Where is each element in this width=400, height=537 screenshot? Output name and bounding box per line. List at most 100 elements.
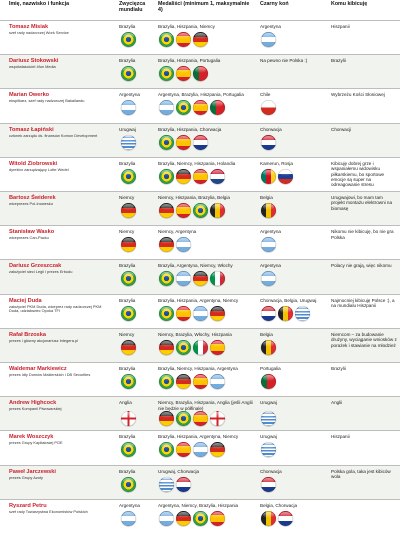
table-row: Stanisław Wasko wiceprezes Can-Packu Niemc…	[0, 225, 400, 260]
flag-argentyna-icon	[159, 510, 174, 526]
person-role: dyrektor zarządzający Lotte Wedel	[9, 166, 69, 172]
winner-text: Anglia	[119, 400, 132, 406]
person-name: Rafał Brzoska	[9, 331, 46, 338]
flag-urugwaj-icon	[121, 134, 136, 150]
table-row: Tomasz Łapiński członek zarządu ds. finan…	[0, 122, 400, 158]
flag-shine	[212, 412, 223, 419]
flag-shine	[195, 204, 206, 210]
medalists-text: Brazylia, Niemcy, Hiszpania, Argentyna	[158, 366, 238, 371]
flag-kamerun-icon	[261, 168, 276, 184]
medal-flags	[159, 168, 227, 185]
flag-brazylia-icon	[176, 411, 191, 427]
medal-flags	[159, 32, 210, 48]
flag-shine	[263, 101, 274, 108]
flag-shine	[178, 169, 189, 176]
flag-shine	[263, 204, 274, 210]
winner-text: Brazylia	[119, 434, 136, 440]
table-row: Tomasz Misiak szef rady nadzorczej Work S…	[0, 20, 400, 55]
flag-shine	[280, 169, 291, 176]
medal-flags	[159, 411, 227, 427]
flag-shine	[123, 443, 134, 450]
person-name: Stanisław Wasko	[9, 229, 55, 236]
flag-shine	[123, 67, 134, 74]
table-row: Bartosz Świderek wiceprezes Pol-Inowesku N…	[0, 191, 400, 227]
person-name: Dariusz Grzeszczak	[9, 263, 62, 270]
flag-niemcy-icon	[159, 339, 174, 355]
flag-argentyna-icon	[210, 374, 225, 389]
medalists-text: Brazylia, Argentyna, Niemcy, Włochy	[158, 263, 233, 269]
winner-text: Brazylia	[119, 160, 136, 166]
header-cheer: Komu kibicuję	[331, 1, 368, 7]
flag-argentyna-icon	[261, 32, 276, 47]
person-name: Bartosz Świderek	[9, 195, 56, 201]
flag-shine	[161, 511, 172, 518]
table-row: Marek Woszczyk prezes Grupy Kapitałowej P…	[0, 430, 400, 465]
cheer-text: Hiszpanii	[331, 434, 350, 440]
flag-shine	[195, 340, 206, 347]
flag-brazylia-icon	[176, 339, 191, 355]
flag-shine	[161, 135, 172, 142]
flag-shine	[161, 412, 172, 419]
flag-wlochy-icon	[193, 339, 208, 355]
flag-shine	[212, 204, 223, 210]
flag-shine	[123, 33, 134, 39]
flag-hiszpania-icon	[176, 32, 191, 47]
person-role: szef rady nadzorczej Work Service	[9, 30, 69, 35]
flag-shine	[161, 340, 172, 347]
dark-horse-text: Urugwaj	[260, 434, 277, 440]
flag-brazylia-icon	[159, 32, 174, 47]
winner-flags	[121, 411, 138, 427]
flag-portugalia-icon	[193, 66, 208, 82]
medal-flags	[159, 134, 210, 151]
flag-shine	[178, 33, 189, 39]
dark-horse-flags	[261, 203, 278, 219]
flag-shine	[178, 511, 189, 518]
winner-flags	[121, 374, 138, 390]
flag-shine	[263, 135, 274, 142]
winner-text: Brazylia	[119, 297, 136, 303]
flag-argentyna-icon	[159, 100, 174, 116]
flag-shine	[178, 204, 189, 210]
flag-niemcy-icon	[159, 237, 174, 253]
person-role: współwłaściciel 4fun Media	[9, 64, 56, 70]
flag-shine	[178, 67, 189, 74]
person-role: założyciel PKM Duda, wiceprez rady nadzo…	[9, 303, 102, 314]
person-name: Waldemar Markiewicz	[9, 366, 67, 372]
flag-shine	[195, 101, 206, 108]
cheer-text: Nikomu nie kibicuję, bo nie gra Polska	[331, 229, 394, 240]
flag-belgia-icon	[278, 305, 293, 321]
flag-niemcy-icon	[176, 510, 191, 526]
dark-horse-text: Chorwacja	[260, 468, 282, 474]
flag-shine	[195, 135, 206, 142]
flag-brazylia-icon	[193, 203, 208, 218]
flag-shine	[212, 443, 223, 450]
medalists-text: Brazylia, Niemcy, Hiszpania, Holandia	[158, 160, 236, 166]
winner-text: Brazylia	[119, 263, 136, 269]
flag-hiszpania-icon	[176, 442, 191, 458]
person-name: Marek Woszczyk	[9, 434, 54, 441]
medal-flags	[159, 237, 193, 253]
medalists-text: Niemcy, Hiszpania, Brazylia, Belgia	[158, 195, 230, 200]
flag-shine	[212, 340, 223, 347]
flag-brazylia-icon	[159, 442, 174, 458]
flag-shine	[195, 67, 206, 74]
table-row: Dariusz Stokowski współwłaściciel 4fun Me…	[0, 54, 400, 90]
flag-shine	[195, 412, 206, 419]
flag-shine	[297, 306, 308, 313]
table-row: Paweł Jarczewski prezes Grupy Azoty Brazyl…	[0, 464, 400, 500]
flag-chorwacja-icon	[193, 134, 208, 150]
flag-belgia-icon	[261, 339, 276, 355]
dark-horse-text: Belgia, Chorwacja	[260, 502, 298, 508]
medal-flags	[159, 305, 227, 322]
person-name: Witold Ziobrowski	[9, 160, 58, 167]
flag-shine	[263, 375, 274, 381]
flag-shine	[195, 443, 206, 450]
winner-flags	[121, 442, 138, 458]
flag-shine	[195, 169, 206, 176]
flag-argentyna-icon	[261, 237, 276, 253]
flag-shine	[161, 443, 172, 450]
flag-shine	[178, 101, 189, 108]
dark-horse-text: Argentyna	[260, 263, 281, 269]
flag-shine	[178, 477, 189, 484]
table-row: Witold Ziobrowski dyrektor zarządzający L…	[0, 156, 400, 192]
